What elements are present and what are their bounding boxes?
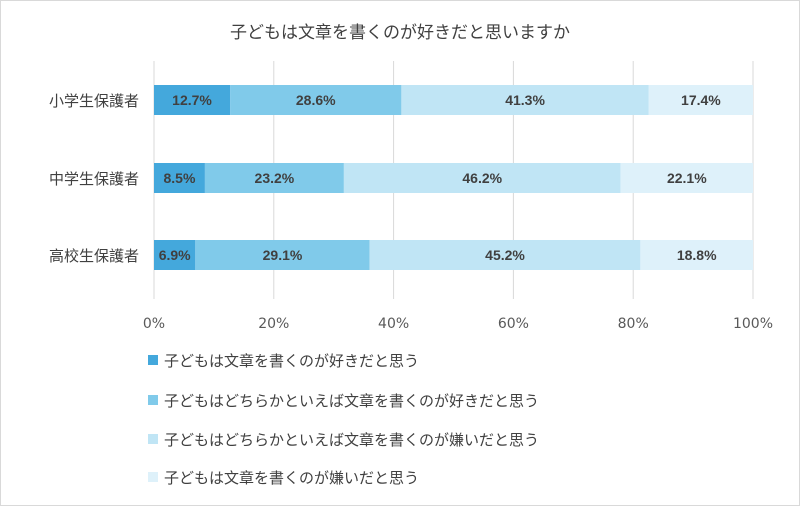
bar-segment	[154, 163, 205, 193]
legend-swatch	[148, 395, 158, 405]
x-tick-label: 40%	[378, 316, 409, 332]
category-label: 小学生保護者	[49, 92, 139, 110]
data-label: 22.1%	[667, 170, 707, 186]
bar-segment	[620, 163, 753, 193]
data-label: 17.4%	[681, 92, 721, 108]
bar-segment	[204, 163, 344, 193]
x-axis-ticks: 0% 20% 40% 60% 80% 100%	[143, 316, 773, 332]
bar-segment	[154, 85, 231, 115]
data-label: 23.2%	[255, 170, 295, 186]
bar-segment	[640, 240, 753, 270]
x-tick-label: 0%	[143, 316, 165, 332]
data-label: 12.7%	[172, 92, 212, 108]
data-label: 41.3%	[505, 92, 545, 108]
legend-swatch	[148, 355, 158, 365]
data-label: 6.9%	[159, 247, 191, 263]
bar-segment	[369, 240, 641, 270]
bar-segment	[343, 163, 621, 193]
x-tick-label: 80%	[618, 316, 649, 332]
bar-segment	[648, 85, 753, 115]
legend-label: 子どもはどちらかといえば文章を書くのが好きだと思う	[164, 392, 539, 410]
data-label: 46.2%	[462, 170, 502, 186]
data-label: 8.5%	[163, 170, 195, 186]
chart-title: 子どもは文章を書くのが好きだと思いますか	[230, 23, 570, 43]
legend-label: 子どもは文章を書くのが嫌いだと思う	[164, 469, 419, 487]
bars: 12.7% 28.6% 41.3% 17.4% 8.5% 23.2% 46.2% 22.1% 6…	[154, 85, 753, 270]
x-tick-label: 20%	[258, 316, 289, 332]
data-label: 28.6%	[296, 92, 336, 108]
legend-label: 子どもは文章を書くのが好きだと思う	[164, 352, 419, 370]
legend: 子どもは文章を書くのが好きだと思う子どもはどちらかといえば文章を書くのが好きだと…	[148, 352, 539, 487]
bar-segment	[230, 85, 402, 115]
legend-swatch	[148, 472, 158, 482]
x-tick-label: 100%	[733, 316, 773, 332]
category-label: 高校生保護者	[49, 247, 139, 265]
bar-segment	[401, 85, 649, 115]
legend-swatch	[148, 434, 158, 444]
data-label: 18.8%	[677, 247, 717, 263]
x-tick-label: 60%	[498, 316, 529, 332]
data-label: 29.1%	[263, 247, 303, 263]
legend-label: 子どもはどちらかといえば文章を書くのが嫌いだと思う	[164, 431, 539, 449]
category-label: 中学生保護者	[49, 170, 139, 188]
bar-segment	[154, 240, 196, 270]
bar-segment	[195, 240, 370, 270]
data-label: 45.2%	[485, 247, 525, 263]
